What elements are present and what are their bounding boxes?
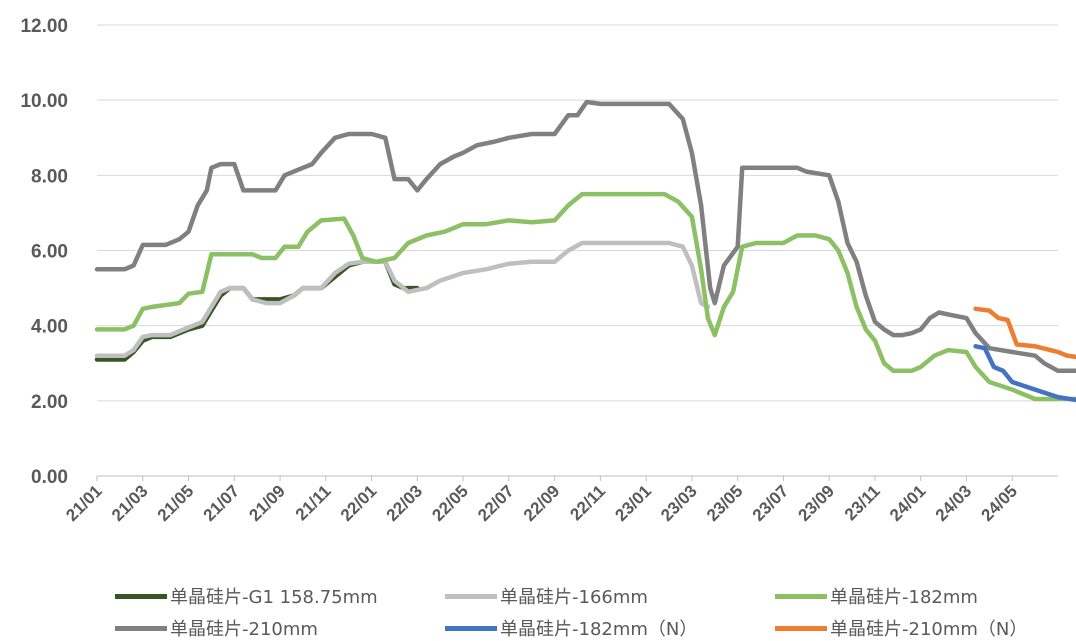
legend-item-g1: 单晶硅片-G1 158.75mm: [115, 583, 378, 609]
legend-swatch-166: [445, 593, 497, 599]
series-lines: [94, 99, 1076, 403]
series-line-3: [94, 99, 1076, 374]
x-tick-label: 23/09: [794, 481, 838, 525]
series-line-5: [973, 306, 1076, 360]
x-tick-label: 23/07: [749, 481, 793, 525]
legend-item-210n: 单晶硅片-210mm（N）: [775, 615, 1027, 641]
x-tick-label: 22/11: [566, 481, 609, 524]
x-tick-label: 21/09: [245, 481, 289, 525]
x-tick-label: 23/03: [657, 481, 701, 525]
legend-label-210n: 单晶硅片-210mm（N）: [830, 619, 1028, 640]
series-line-4: [973, 344, 1076, 403]
series-line-2: [94, 191, 1076, 402]
x-tick-label: 21/01: [62, 481, 106, 525]
legend-item-182n: 单晶硅片-182mm（N）: [445, 615, 697, 641]
legend-swatch-210n: [775, 625, 827, 631]
y-tick-label: 10.00: [20, 91, 68, 112]
x-tick-label: 23/11: [841, 481, 884, 524]
legend-swatch-182n: [445, 625, 497, 631]
legend-label-210: 单晶硅片-210mm: [170, 619, 318, 640]
legend-item-182: 单晶硅片-182mm: [775, 583, 978, 609]
x-tick-label: 22/09: [520, 481, 564, 525]
x-tick-label: 21/03: [108, 481, 152, 525]
y-tick-label: 4.00: [31, 317, 68, 338]
x-tick-label: 23/01: [611, 481, 655, 525]
y-tick-label: 6.00: [31, 242, 68, 263]
x-tick-label: 22/01: [337, 481, 381, 525]
x-tick-label: 24/03: [932, 481, 976, 525]
y-tick-label: 2.00: [31, 392, 68, 413]
legend-swatch-182: [775, 593, 827, 599]
legend-item-166: 单晶硅片-166mm: [445, 583, 648, 609]
legend-label-g1: 单晶硅片-G1 158.75mm: [170, 587, 378, 608]
legend-label-182: 单晶硅片-182mm: [830, 587, 978, 608]
series-line-0: [94, 259, 420, 362]
gridlines: [97, 24, 1058, 477]
legend-label-182n: 单晶硅片-182mm（N）: [500, 619, 698, 640]
x-tick-label: 24/01: [886, 481, 930, 525]
x-tick-label: 22/05: [428, 481, 472, 525]
x-tick-label: 23/05: [703, 481, 747, 525]
x-axis-ticks: 21/01 21/03 21/05 21/07 21/09 21/11 22/01 22/03…: [62, 476, 1021, 525]
y-axis-ticks: 0.00 2.00 4.00 6.00 8.00 10.00 12.00: [20, 16, 68, 488]
x-tick-label: 21/11: [292, 481, 335, 524]
y-tick-label: 8.00: [31, 166, 68, 187]
legend-item-210: 单晶硅片-210mm: [115, 615, 318, 641]
legend-swatch-210: [115, 625, 167, 631]
legend-label-166: 单晶硅片-166mm: [500, 587, 648, 608]
series-line-1: [94, 240, 711, 358]
y-tick-label: 12.00: [20, 16, 68, 37]
x-tick-label: 21/07: [200, 481, 244, 525]
x-tick-label: 24/05: [978, 481, 1022, 525]
y-tick-label: 0.00: [31, 467, 68, 488]
x-tick-label: 21/05: [154, 481, 198, 525]
x-tick-label: 22/07: [474, 481, 518, 525]
x-tick-label: 22/03: [383, 481, 427, 525]
legend-swatch-g1: [115, 593, 167, 599]
